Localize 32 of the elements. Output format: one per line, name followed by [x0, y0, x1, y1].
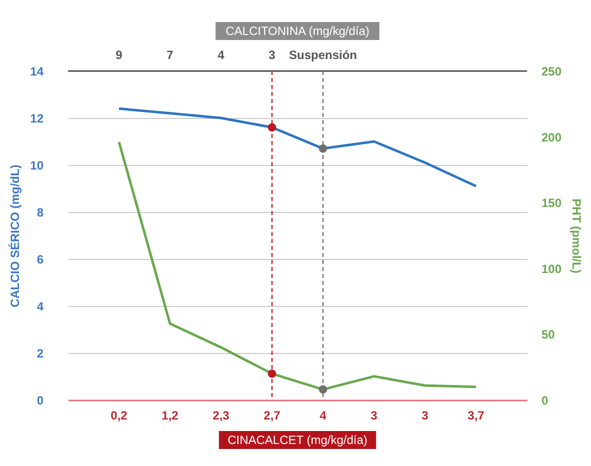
y2-tick-label: 50: [542, 328, 556, 342]
text: 4: [218, 48, 225, 62]
y-tick-label: 4: [36, 300, 44, 314]
y2-tick-label: 100: [542, 262, 562, 276]
x-axis-title: CINACALCET (mg/kg/día): [228, 433, 368, 447]
x-tick-label: 3: [370, 408, 378, 422]
x-tick-label: 3,7: [468, 408, 485, 422]
line-series: [118, 107, 478, 188]
text: Suspensión: [288, 48, 358, 62]
y2-tick-label: 0: [542, 394, 548, 408]
y-tick-label: 0: [36, 394, 44, 408]
x-tick-label: 1,2: [162, 408, 179, 422]
text: 3: [268, 48, 276, 62]
y-tick-label: 6: [36, 252, 44, 266]
y2-tick-label: 150: [542, 196, 562, 210]
y2-tick-label: 250: [542, 64, 562, 78]
text: 7: [166, 48, 174, 62]
text: 9: [116, 48, 123, 62]
x-tick-label: 0,2: [110, 408, 128, 422]
y-axis-title: CALCIO SÉRICO (mg/dL): [8, 164, 22, 308]
y-tick-label: 14: [30, 64, 44, 78]
y-tick-label: 10: [30, 158, 44, 172]
y2-tick-label: 200: [542, 130, 562, 144]
x-tick-label: 3: [422, 408, 429, 422]
x-tick-label: 2,7: [264, 408, 281, 422]
y-tick-label: 2: [36, 346, 44, 360]
y-tick-label: 8: [36, 206, 44, 220]
y-tick-label: 12: [30, 112, 44, 126]
x-tick-label: 4: [320, 408, 327, 422]
x2-axis-title: CALCITONINA (mg/kg/día): [226, 24, 370, 38]
x-tick-label: 2,3: [212, 408, 230, 422]
y2-axis-title: PHT (pmol/L): [570, 198, 584, 274]
